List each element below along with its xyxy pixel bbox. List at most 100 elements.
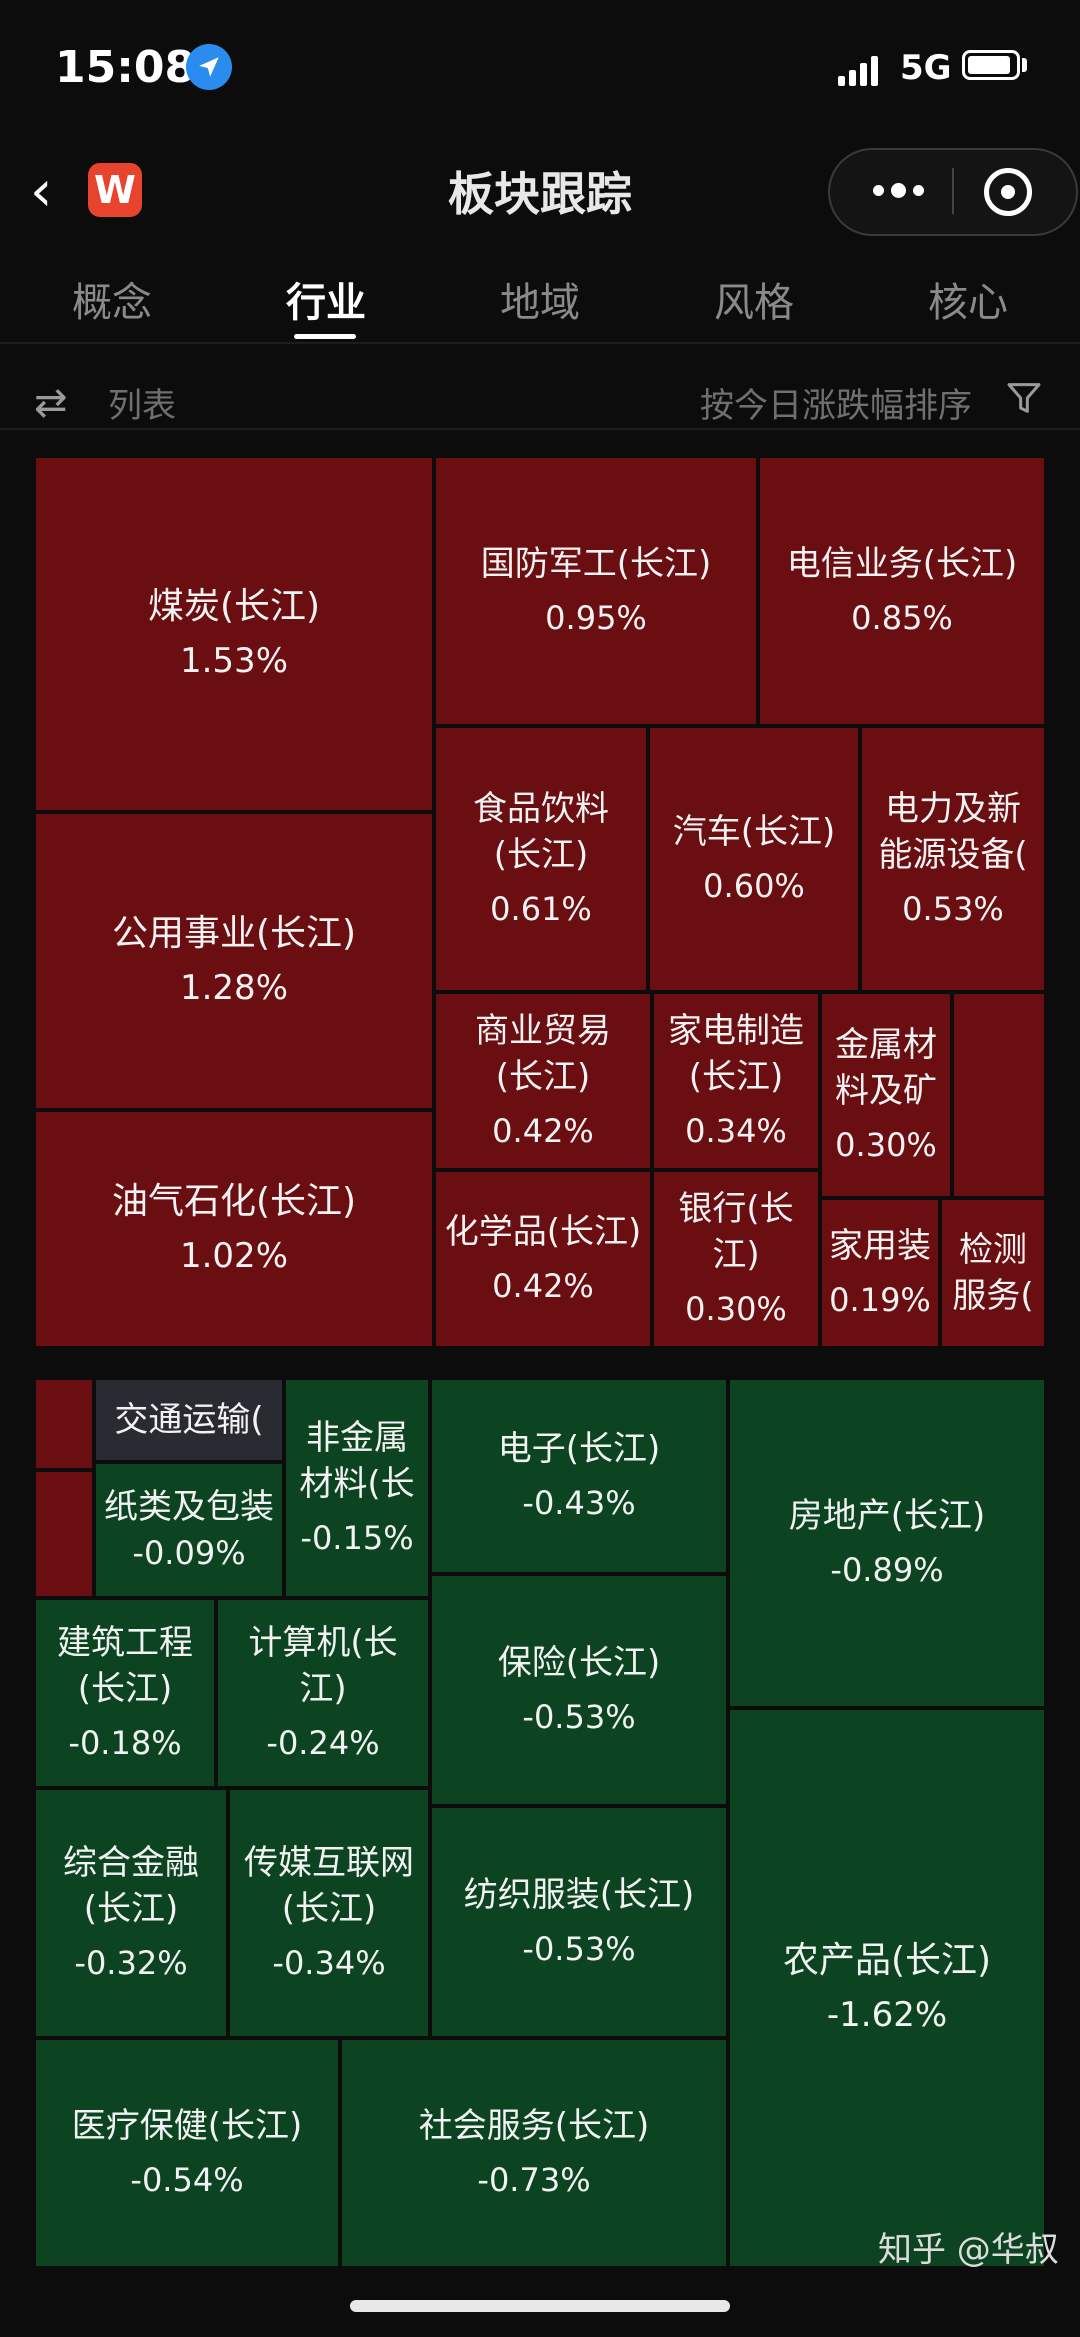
signal-icon xyxy=(838,52,880,86)
sector-tile[interactable]: 煤炭(长江) 1.53% xyxy=(34,456,434,812)
sector-change: -0.53% xyxy=(522,1930,636,1968)
tab-industry[interactable]: 行业 xyxy=(286,280,366,326)
sector-tile[interactable]: 非金属材料(长 -0.15% xyxy=(284,1378,430,1598)
list-view-toggle[interactable]: 列表 xyxy=(108,386,176,426)
sector-tile-small[interactable] xyxy=(34,1470,94,1598)
sector-name: 纸类及包装 xyxy=(104,1487,274,1527)
sector-tile[interactable]: 检测服务( xyxy=(940,1198,1046,1348)
active-tab-indicator xyxy=(294,334,356,339)
sector-name: 计算机(长江) xyxy=(248,1623,398,1709)
sector-name: 交通运输( xyxy=(114,1400,264,1440)
sector-change: -0.32% xyxy=(74,1944,188,1982)
sector-tile[interactable]: 商业贸易(长江) 0.42% xyxy=(434,992,652,1170)
sector-change: -0.18% xyxy=(68,1724,182,1762)
sector-name: 油气石化(长江) xyxy=(111,1181,357,1222)
sector-tile[interactable]: 公用事业(长江) 1.28% xyxy=(34,812,434,1110)
battery-cap xyxy=(1022,58,1027,72)
back-icon[interactable]: ‹ xyxy=(30,159,53,224)
sector-name: 商业贸易(长江) xyxy=(475,1011,611,1097)
tab-core[interactable]: 核心 xyxy=(928,280,1008,326)
sector-name: 医疗保健(长江) xyxy=(71,2106,303,2146)
watermark: 知乎 @华叔 xyxy=(878,2230,1059,2270)
status-time: 15:08 xyxy=(55,42,196,93)
sector-name: 公用事业(长江) xyxy=(111,913,357,954)
sector-change: 0.95% xyxy=(545,599,647,637)
sector-change: 0.85% xyxy=(851,599,953,637)
sector-change: 0.42% xyxy=(492,1112,594,1150)
sector-tile[interactable]: 国防军工(长江) 0.95% xyxy=(434,456,758,726)
sector-tile-small[interactable] xyxy=(34,1378,94,1470)
sector-name: 房地产(长江) xyxy=(788,1496,986,1536)
sector-change: -0.53% xyxy=(522,1698,636,1736)
filter-icon[interactable] xyxy=(1004,378,1044,418)
sector-tile[interactable]: 社会服务(长江) -0.73% xyxy=(340,2038,728,2268)
sector-name: 国防军工(长江) xyxy=(480,544,712,584)
sector-tile[interactable]: 电信业务(长江) 0.85% xyxy=(758,456,1046,726)
battery-icon xyxy=(962,50,1020,80)
sector-tile[interactable]: 医疗保健(长江) -0.54% xyxy=(34,2038,340,2268)
sector-change: -0.15% xyxy=(300,1519,414,1557)
sector-name: 金属材料及矿 xyxy=(835,1025,937,1111)
sector-name: 社会服务(长江) xyxy=(418,2106,650,2146)
sector-name: 家电制造(长江) xyxy=(668,1011,804,1097)
sector-change: 1.28% xyxy=(179,968,288,1008)
sector-name: 煤炭(长江) xyxy=(147,586,321,627)
sector-change: 0.19% xyxy=(829,1281,931,1319)
sector-name: 汽车(长江) xyxy=(672,812,836,852)
sector-name: 银行(长江) xyxy=(678,1189,794,1275)
sector-tile[interactable]: 房地产(长江) -0.89% xyxy=(728,1378,1046,1708)
sector-tile-small[interactable] xyxy=(952,992,1046,1198)
sector-tile[interactable]: 银行(长江) 0.30% xyxy=(652,1170,820,1348)
sector-tile[interactable]: 电子(长江) -0.43% xyxy=(430,1378,728,1574)
sector-tile[interactable]: 纺织服装(长江) -0.53% xyxy=(430,1806,728,2038)
sector-change: 0.42% xyxy=(492,1267,594,1305)
toolbar-divider xyxy=(0,428,1080,430)
sector-name: 农产品(长江) xyxy=(782,1940,992,1981)
home-indicator[interactable] xyxy=(350,2300,730,2312)
sector-tile[interactable]: 电力及新能源设备( 0.53% xyxy=(860,726,1046,992)
sector-change: 1.53% xyxy=(179,641,288,681)
sector-tile[interactable]: 化学品(长江) 0.42% xyxy=(434,1170,652,1348)
sector-tile[interactable]: 传媒互联网(长江) -0.34% xyxy=(228,1788,430,2038)
sector-change: 0.30% xyxy=(685,1290,787,1328)
sector-tile[interactable]: 食品饮料(长江) 0.61% xyxy=(434,726,648,992)
swap-icon[interactable]: ⇄ xyxy=(34,380,68,426)
sector-tile[interactable]: 油气石化(长江) 1.02% xyxy=(34,1110,434,1348)
capsule-divider xyxy=(952,168,954,214)
sector-change: -0.24% xyxy=(266,1724,380,1762)
sector-tile[interactable]: 汽车(长江) 0.60% xyxy=(648,726,860,992)
sector-change: 0.53% xyxy=(902,890,1004,928)
sector-name: 综合金融(长江) xyxy=(63,1843,199,1929)
sector-tile[interactable]: 纸类及包装 -0.09% xyxy=(94,1462,284,1598)
sector-name: 电子(长江) xyxy=(497,1429,661,1469)
sector-change: -0.54% xyxy=(130,2161,244,2199)
sector-name: 电力及新能源设备( xyxy=(878,789,1028,875)
sector-name: 建筑工程(长江) xyxy=(57,1623,193,1709)
sector-name: 食品饮料(长江) xyxy=(473,789,609,875)
sector-tile[interactable]: 农产品(长江) -1.62% xyxy=(728,1708,1046,2268)
sector-tile[interactable]: 家用装 0.19% xyxy=(820,1198,940,1348)
sector-change: 1.02% xyxy=(179,1236,288,1276)
page-title: 板块跟踪 xyxy=(448,167,632,221)
sector-name: 非金属材料(长 xyxy=(299,1418,415,1504)
app-logo: W xyxy=(88,163,142,217)
close-target-icon[interactable] xyxy=(984,168,1032,216)
sector-tile[interactable]: 计算机(长江) -0.24% xyxy=(216,1598,430,1788)
sector-tile[interactable]: 家电制造(长江) 0.34% xyxy=(652,992,820,1170)
tab-concept[interactable]: 概念 xyxy=(72,280,152,326)
tab-style[interactable]: 风格 xyxy=(714,280,794,326)
sector-tile[interactable]: 综合金融(长江) -0.32% xyxy=(34,1788,228,2038)
sector-name: 电信业务(长江) xyxy=(786,544,1018,584)
sector-tile[interactable]: 保险(长江) -0.53% xyxy=(430,1574,728,1806)
more-icon[interactable] xyxy=(858,162,938,218)
sector-change: 0.30% xyxy=(835,1126,937,1164)
sector-name: 传媒互联网(长江) xyxy=(244,1843,414,1929)
sector-name: 保险(长江) xyxy=(497,1643,661,1683)
sector-tile[interactable]: 建筑工程(长江) -0.18% xyxy=(34,1598,216,1788)
tab-region[interactable]: 地域 xyxy=(500,280,580,326)
sector-change: 0.61% xyxy=(490,890,592,928)
sector-tile[interactable]: 交通运输( xyxy=(94,1378,284,1462)
sort-option[interactable]: 按今日涨跌幅排序 xyxy=(700,386,972,426)
sector-change: -0.09% xyxy=(132,1534,246,1572)
sector-tile[interactable]: 金属材料及矿 0.30% xyxy=(820,992,952,1198)
